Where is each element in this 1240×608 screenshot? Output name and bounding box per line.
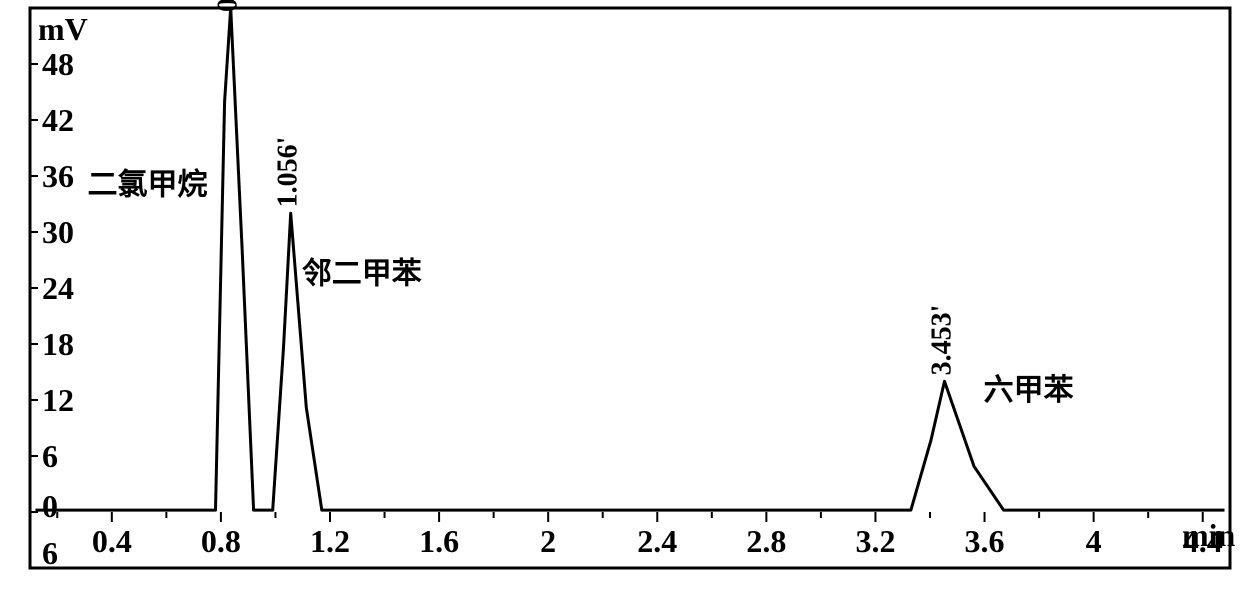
chromatogram-trace — [36, 8, 1225, 510]
y-tick-label: 24 — [42, 270, 74, 306]
x-tick-label: 2 — [540, 523, 556, 559]
peak-compound-label: 六甲苯 — [984, 374, 1074, 407]
x-tick-label: 4 — [1086, 523, 1102, 559]
peak-compound-label: 二氯甲烷 — [87, 168, 207, 202]
y-tick-label: 6 — [42, 438, 58, 474]
y-tick-label: 48 — [42, 46, 74, 82]
x-tick-label: 2.8 — [746, 523, 786, 559]
x-tick-label: 2.4 — [637, 523, 677, 559]
y-tick-label: 12 — [42, 382, 74, 418]
peak-retention-time-label: 1.056' — [273, 137, 304, 208]
peak-compound-label: 邻二甲苯 — [302, 256, 422, 290]
plot-frame — [30, 8, 1230, 568]
peak-retention-time-label: 0.836' — [213, 0, 244, 12]
x-tick-label: 3.6 — [965, 523, 1005, 559]
x-tick-label: 1.6 — [419, 523, 459, 559]
chromatogram-chart: mV min 60612182430364248 0.40.81.21.622.… — [0, 0, 1240, 608]
peak-retention-time-label: 3.453' — [926, 305, 957, 376]
y-tick-label: 0 — [42, 488, 58, 524]
y-tick-label: 30 — [42, 214, 74, 250]
y-tick-label: 18 — [42, 326, 74, 362]
y-axis-ticks: 6 0 6 12 18 24 30 36 42 48 — [30, 46, 74, 571]
x-tick-label: 3.2 — [855, 523, 895, 559]
chart-svg: mV min 60612182430364248 0.40.81.21.622.… — [0, 0, 1240, 608]
x-tick-label: 0.4 — [92, 523, 132, 559]
x-tick-label: 4.4 — [1183, 523, 1223, 559]
peak-labels: 0.836' 二氯甲烷 1.056' 邻二甲苯 3.453' 六甲苯 — [87, 0, 1073, 407]
x-tick-label: 0.8 — [201, 523, 241, 559]
y-tick-label: 6 — [42, 535, 58, 571]
y-tick-label: 36 — [42, 158, 74, 194]
x-axis-ticks: 0.4 0.8 1.2 1.6 2 2.4 2.8 3.2 3.6 4 4.4 — [57, 512, 1222, 559]
y-tick-label: 42 — [42, 102, 74, 138]
x-tick-label: 1.2 — [310, 523, 350, 559]
y-axis-unit-label: mV — [38, 11, 88, 47]
